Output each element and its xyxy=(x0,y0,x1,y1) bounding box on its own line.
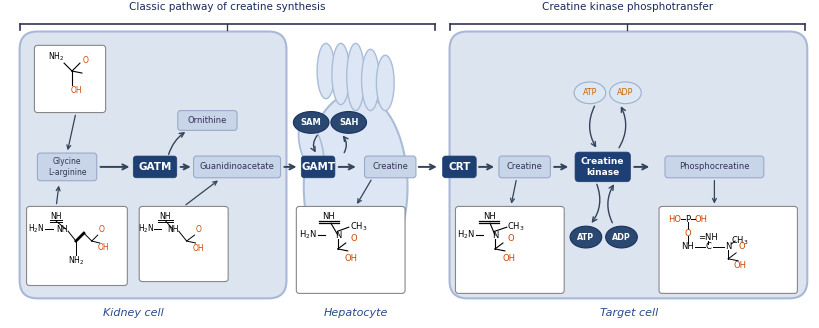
Text: CH$_3$: CH$_3$ xyxy=(506,221,524,234)
FancyBboxPatch shape xyxy=(498,156,550,178)
Text: Ornithine: Ornithine xyxy=(188,116,227,125)
Text: Glycine
L-arginine: Glycine L-arginine xyxy=(48,157,86,176)
Ellipse shape xyxy=(332,43,349,105)
FancyBboxPatch shape xyxy=(20,31,286,298)
FancyBboxPatch shape xyxy=(442,156,476,178)
Text: HO: HO xyxy=(667,215,681,224)
Ellipse shape xyxy=(376,55,394,111)
FancyBboxPatch shape xyxy=(26,206,127,285)
Text: OH: OH xyxy=(70,86,82,95)
Text: NH$_2$: NH$_2$ xyxy=(48,51,64,63)
Ellipse shape xyxy=(303,93,407,280)
Ellipse shape xyxy=(298,121,324,174)
Text: C: C xyxy=(704,242,711,252)
Text: H$_2$N: H$_2$N xyxy=(457,229,475,241)
Text: CH$_3$: CH$_3$ xyxy=(350,221,367,234)
Text: N: N xyxy=(334,231,341,239)
Text: OH: OH xyxy=(97,243,109,253)
Ellipse shape xyxy=(569,226,601,248)
Text: NH: NH xyxy=(681,242,693,252)
Text: GAMT: GAMT xyxy=(301,162,335,172)
Text: OH: OH xyxy=(344,254,357,263)
Text: SAH: SAH xyxy=(338,118,358,127)
Ellipse shape xyxy=(605,226,636,248)
Text: H$_2$N: H$_2$N xyxy=(299,229,317,241)
Text: NH: NH xyxy=(159,212,170,221)
Text: OH: OH xyxy=(693,215,706,224)
Text: O: O xyxy=(350,234,356,243)
FancyBboxPatch shape xyxy=(296,206,405,294)
Text: Phosphocreatine: Phosphocreatine xyxy=(678,162,749,172)
Ellipse shape xyxy=(317,43,334,99)
FancyBboxPatch shape xyxy=(658,206,796,294)
Text: ADP: ADP xyxy=(611,233,630,242)
Text: O: O xyxy=(507,234,514,243)
Text: Classic pathway of creatine synthesis: Classic pathway of creatine synthesis xyxy=(129,2,325,12)
Text: O: O xyxy=(83,56,88,65)
Text: SAM: SAM xyxy=(301,118,321,127)
Text: O: O xyxy=(195,225,201,234)
FancyBboxPatch shape xyxy=(139,206,228,281)
Text: Target cell: Target cell xyxy=(600,308,658,318)
Text: ATP: ATP xyxy=(577,233,594,242)
Text: N: N xyxy=(724,242,731,252)
Text: ATP: ATP xyxy=(582,88,596,97)
Text: NH: NH xyxy=(57,225,68,234)
Text: O: O xyxy=(684,229,690,237)
FancyBboxPatch shape xyxy=(193,156,280,178)
Text: Hepatocyte: Hepatocyte xyxy=(323,308,387,318)
Text: NH: NH xyxy=(167,225,179,234)
Text: Creatine
kinase: Creatine kinase xyxy=(580,157,624,176)
Text: O: O xyxy=(738,242,744,252)
Ellipse shape xyxy=(293,112,328,133)
Ellipse shape xyxy=(361,49,379,111)
FancyBboxPatch shape xyxy=(34,45,106,113)
FancyBboxPatch shape xyxy=(574,152,630,182)
FancyBboxPatch shape xyxy=(664,156,762,178)
Text: OH: OH xyxy=(192,244,204,254)
Text: Creatine: Creatine xyxy=(372,162,408,172)
Text: Creatine: Creatine xyxy=(506,162,542,172)
Ellipse shape xyxy=(609,82,640,104)
Text: NH: NH xyxy=(51,212,62,221)
FancyBboxPatch shape xyxy=(38,153,97,181)
FancyBboxPatch shape xyxy=(449,31,807,298)
Text: OH: OH xyxy=(502,254,514,263)
Text: CH$_3$: CH$_3$ xyxy=(731,235,748,247)
Text: =NH: =NH xyxy=(698,233,717,242)
Text: NH$_2$: NH$_2$ xyxy=(68,255,84,267)
FancyBboxPatch shape xyxy=(364,156,415,178)
Text: Guanidinoacetate: Guanidinoacetate xyxy=(199,162,274,172)
Text: GATM: GATM xyxy=(138,162,171,172)
Ellipse shape xyxy=(331,112,366,133)
Ellipse shape xyxy=(573,82,605,104)
Text: OH: OH xyxy=(733,261,745,270)
FancyBboxPatch shape xyxy=(133,156,177,178)
FancyBboxPatch shape xyxy=(455,206,563,294)
Text: H$_2$N: H$_2$N xyxy=(28,223,44,236)
Ellipse shape xyxy=(346,43,364,111)
Text: O: O xyxy=(98,225,105,234)
Text: NH: NH xyxy=(322,212,335,221)
Text: ADP: ADP xyxy=(617,88,633,97)
Text: H$_2$N: H$_2$N xyxy=(138,223,154,236)
FancyBboxPatch shape xyxy=(301,156,334,178)
Text: CRT: CRT xyxy=(448,162,470,172)
Text: Creatine kinase phosphotransfer: Creatine kinase phosphotransfer xyxy=(541,2,712,12)
Text: NH: NH xyxy=(482,212,495,221)
Text: Kidney cell: Kidney cell xyxy=(102,308,164,318)
Text: P: P xyxy=(685,215,690,224)
Text: N: N xyxy=(491,231,498,239)
FancyBboxPatch shape xyxy=(178,111,237,130)
